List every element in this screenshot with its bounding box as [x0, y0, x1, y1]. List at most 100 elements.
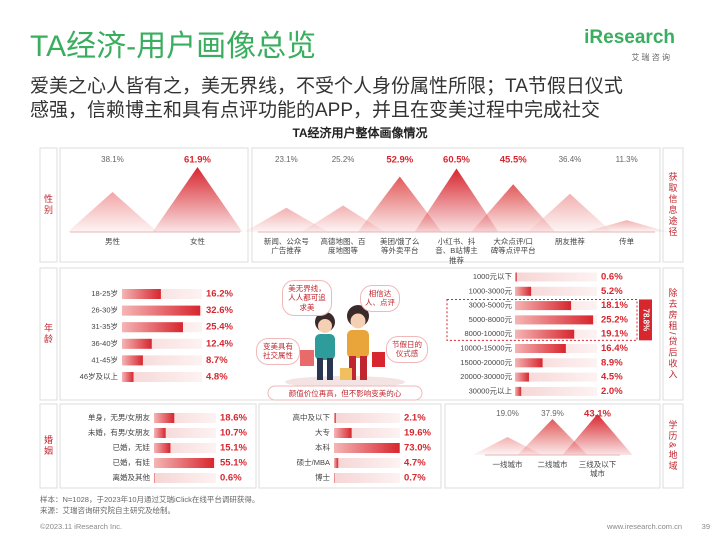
- value-label: 10.7%: [220, 428, 247, 439]
- bar-track: [515, 386, 597, 396]
- value-label: 25.2%: [601, 314, 628, 325]
- bar-track: [154, 473, 216, 483]
- bar-track: [334, 473, 400, 483]
- category-label: 已婚，有娃: [113, 457, 151, 467]
- bar-track: [334, 458, 400, 468]
- bar-track: [154, 413, 216, 423]
- peak: [152, 167, 243, 232]
- value-label: 2.1%: [404, 413, 426, 424]
- peak: [471, 184, 556, 232]
- callout: 相信达人、点评: [360, 285, 400, 312]
- value-label: 0.6%: [601, 272, 623, 283]
- category-label: 本科: [315, 442, 330, 452]
- value-label: 4.8%: [206, 372, 228, 383]
- bar: [154, 428, 166, 438]
- side-label: 年龄: [43, 323, 53, 345]
- category-label: 10000-15000元: [460, 343, 512, 352]
- bar-track: [154, 443, 216, 453]
- illustration: [267, 305, 423, 401]
- peak: [357, 176, 442, 232]
- value-label: 12.4%: [206, 338, 233, 349]
- bar: [515, 272, 517, 282]
- category-label: 单身，无男/女朋友: [88, 412, 151, 422]
- value-label: 23.1%: [275, 155, 298, 164]
- bar: [515, 286, 532, 296]
- value-label: 52.9%: [386, 155, 413, 166]
- bar: [515, 358, 543, 368]
- bar-track: [122, 289, 202, 299]
- peak: [414, 168, 499, 232]
- peak: [584, 220, 669, 232]
- category-label: 离婚及其他: [113, 472, 151, 482]
- category-label: 3000-5000元: [469, 301, 513, 310]
- page-number: 39: [701, 522, 710, 531]
- category-label: 41-45岁: [91, 354, 118, 364]
- category-label: 新闻、公众号广告推荐: [263, 237, 309, 256]
- logo: iResearch: [584, 27, 675, 48]
- category-label: 高德地图、百度地图等: [320, 237, 366, 256]
- category-label: 20000-30000元: [460, 372, 512, 381]
- bar-track: [334, 428, 400, 438]
- value-label: 15.1%: [220, 443, 247, 454]
- bar: [154, 473, 155, 483]
- value-label: 19.6%: [404, 428, 431, 439]
- value-label: 25.2%: [332, 155, 355, 164]
- bar-track: [515, 272, 597, 282]
- value-label: 5.2%: [601, 286, 623, 297]
- bar-track: [122, 355, 202, 366]
- value-label: 16.2%: [206, 289, 233, 300]
- category-label: 15000-20000元: [460, 358, 512, 367]
- source: 来源：艾瑞咨询研究院自主研究及绘制。: [40, 506, 175, 515]
- callout: 美无界线，人人都可追求美: [282, 280, 332, 317]
- logo-sub: 艾 瑞 咨 询: [631, 52, 670, 62]
- category-label: 已婚，无娃: [113, 442, 151, 452]
- category-label: 三线及以下城市: [578, 460, 617, 479]
- bar: [515, 344, 566, 353]
- footnote: 样本：N=1028，于2023年10月通过艾瑞iClick在线平台调研获得。: [40, 495, 260, 504]
- bar-track: [515, 286, 597, 296]
- bar-track: [122, 372, 202, 382]
- page-title: TA经济-用户画像总览: [30, 30, 316, 63]
- category-label: 46岁及以上: [80, 371, 119, 381]
- bar: [154, 443, 171, 453]
- bar: [515, 315, 594, 325]
- category-label: 硕士/MBA: [297, 457, 330, 467]
- bar: [515, 372, 529, 382]
- category-label: 女性: [190, 237, 205, 246]
- bar-track: [515, 358, 597, 368]
- bar: [122, 289, 161, 299]
- value-label: 43.1%: [584, 409, 611, 420]
- category-label: 1000-3000元: [469, 286, 513, 295]
- category-label: 小红书、抖音、B站博主推荐: [435, 237, 478, 265]
- category-label: 高中及以下: [293, 412, 331, 422]
- bar: [122, 338, 152, 349]
- highlight-box: [446, 298, 638, 341]
- category-label: 大专: [315, 427, 330, 437]
- panel-title: TA经济用户整体画像情况: [292, 125, 427, 140]
- bar: [515, 301, 572, 311]
- value-label: 61.9%: [184, 155, 211, 166]
- value-label: 37.9%: [541, 409, 564, 418]
- bar: [122, 372, 134, 382]
- bar: [334, 413, 336, 423]
- category-label: 36-40岁: [91, 338, 118, 348]
- side-label: 性别: [43, 194, 53, 216]
- panel-frames: [39, 147, 684, 489]
- category-label: 30000元以上: [469, 386, 513, 395]
- peak: [244, 207, 329, 232]
- value-label: 8.7%: [206, 355, 228, 366]
- category-label: 朋友推荐: [554, 237, 585, 246]
- value-label: 60.5%: [443, 155, 470, 166]
- value-label: 0.6%: [220, 473, 242, 484]
- category-label: 31-35岁: [91, 321, 118, 331]
- category-label: 1000元以下: [473, 272, 513, 281]
- illustration-caption: 颜值价位再高，但不影响变美的心: [288, 389, 402, 398]
- value-label: 11.3%: [616, 155, 638, 164]
- bar: [122, 322, 183, 333]
- side-label: 除去房租/贷后收入: [667, 287, 678, 381]
- category-label: 8000-10000元: [464, 329, 512, 338]
- value-label: 16.4%: [601, 343, 628, 354]
- value-label: 4.7%: [404, 458, 426, 469]
